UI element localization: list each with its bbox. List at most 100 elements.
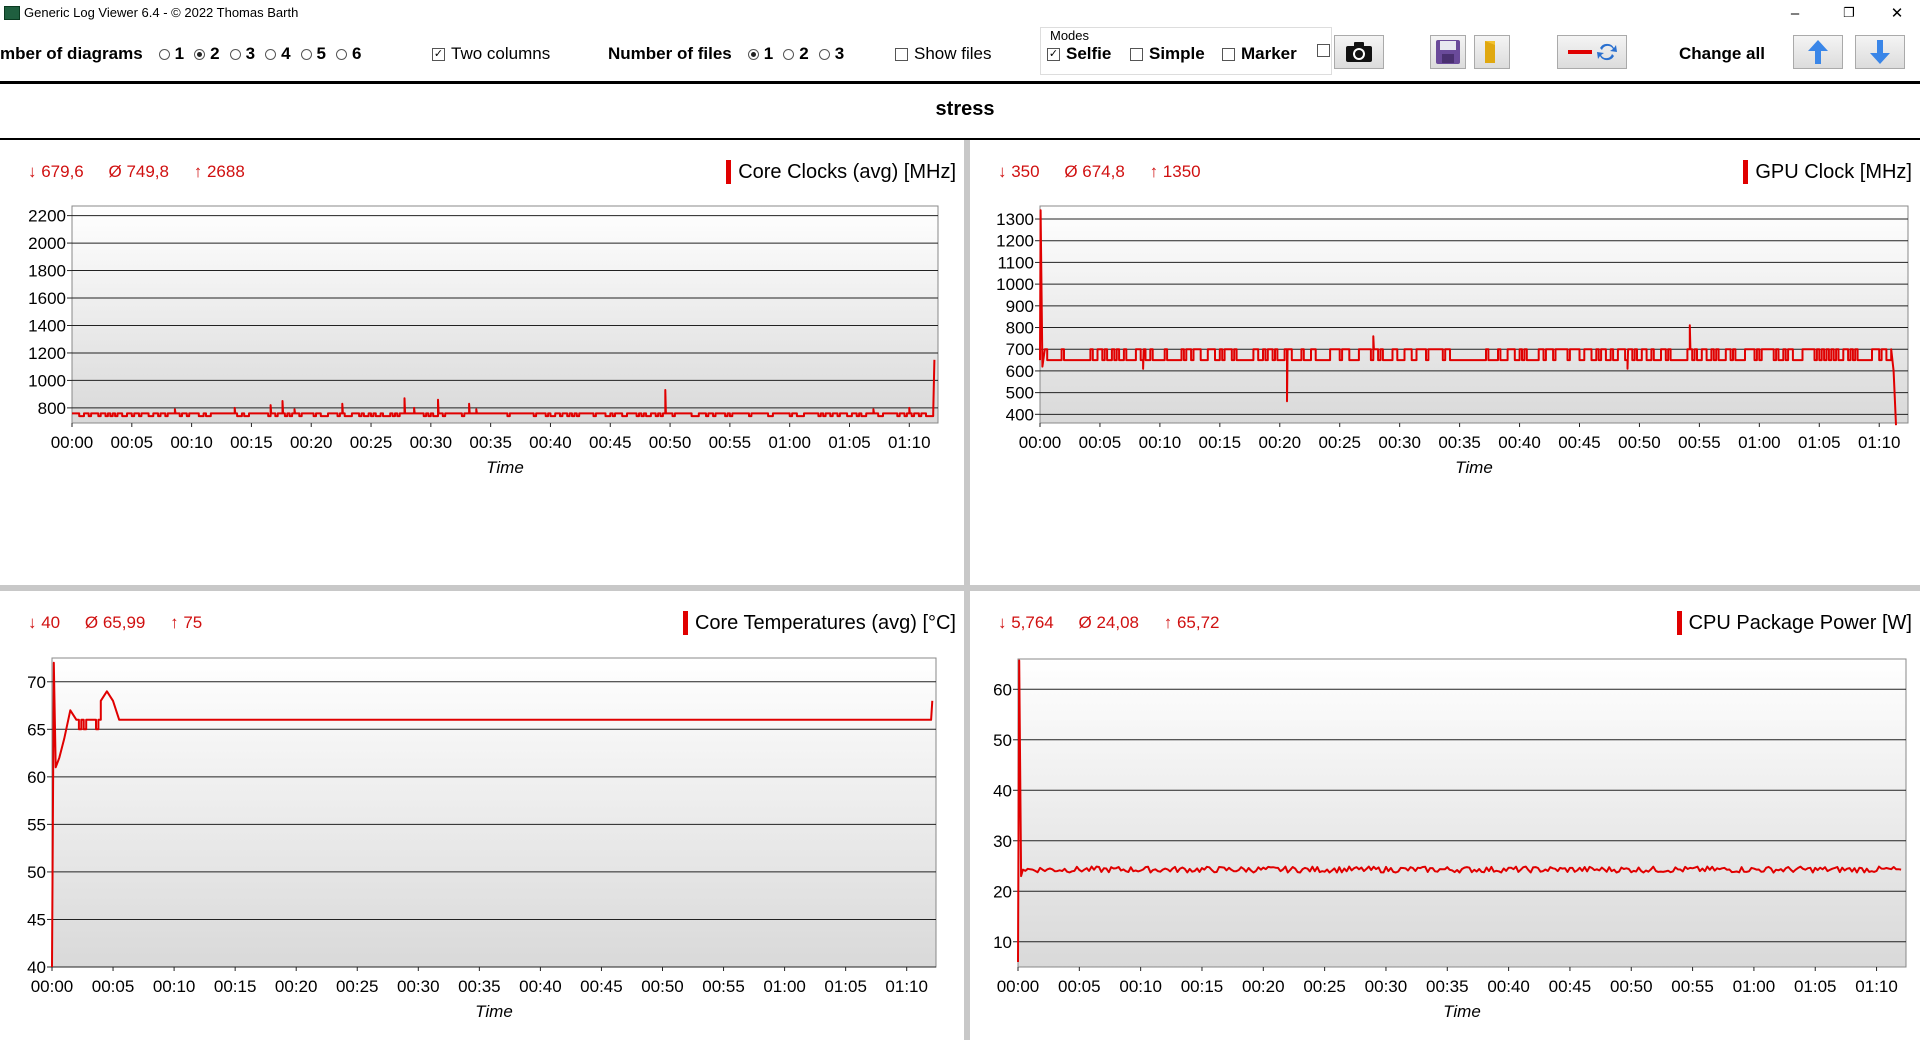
y-tick-label: 1200 [996,232,1034,251]
app-icon [4,6,20,20]
core-temperatures-chart[interactable]: 40 45 50 55 60 65 70 00:00 00:05 00:10 00:15 00:20 0… [0,591,964,1040]
diagram-count-radio-1[interactable] [158,48,170,60]
x-tick-label: 00:00 [997,977,1040,996]
y-tick-label: 1800 [28,262,66,281]
x-tick-label: 00:20 [1242,977,1285,996]
y-tick-label: 1000 [28,371,66,390]
two-columns-option[interactable]: ✓ Two columns [432,44,550,64]
selfie-checkbox[interactable]: ✓ [1047,47,1060,61]
diagram-count-radio-5[interactable] [300,48,312,60]
series-line [51,661,934,968]
minimize-button[interactable]: – [1790,4,1800,22]
x-tick-label: 00:25 [1303,977,1346,996]
x-tick-label: 01:05 [1794,977,1837,996]
simple-label: Simple [1149,44,1205,63]
line-swap-button[interactable] [1557,35,1627,69]
diagram-title[interactable]: CPU Package Power [W] [1676,611,1912,635]
extra-mode-option[interactable] [1317,44,1336,57]
simple-checkbox[interactable] [1130,47,1143,61]
x-tick-label: 00:00 [51,433,94,452]
y-tick-label: 10 [993,933,1012,952]
x-tick-label: 00:55 [709,433,752,452]
x-tick-label: 01:10 [1855,977,1898,996]
stat-avg: Ø 65,99 [84,613,146,632]
series-color-marker [726,160,732,184]
y-tick-label: 2000 [28,234,66,253]
x-axis-label: Time [475,1002,513,1021]
simple-option[interactable]: Simple [1130,44,1205,64]
x-axis-label: Time [1455,458,1493,477]
file-count-radio-label: 2 [799,44,809,63]
diagram-count-radio-6[interactable] [336,48,347,60]
close-button[interactable]: ✕ [1890,5,1904,22]
series-color-marker [682,611,688,635]
diagram-title[interactable]: Core Clocks (avg) [MHz] [726,160,956,184]
save-button[interactable] [1430,35,1466,69]
stat-min: ↓ 679,6 [28,162,84,181]
move-down-button[interactable] [1855,35,1905,69]
diagram-panel-cpu-package-power: ↓ 5,764 Ø 24,08 ↑ 65,72 CPU Package Powe… [970,591,1920,1040]
x-tick-label: 00:30 [1378,433,1421,452]
stats-row: ↓ 5,764 Ø 24,08 ↑ 65,72 [998,613,1240,633]
show-files-checkbox[interactable] [895,47,908,61]
x-tick-label: 01:00 [1733,977,1776,996]
x-tick-label: 00:30 [410,433,453,452]
x-tick-label: 00:30 [397,977,440,996]
stat-avg: Ø 24,08 [1078,613,1140,632]
diagram-title-text: GPU Clock [MHz] [1755,160,1912,183]
show-files-option[interactable]: Show files [895,44,991,64]
x-tick-label: 01:05 [1798,433,1841,452]
diagram-count-radio-3[interactable] [229,48,241,60]
core-clocks-chart[interactable]: 800 1000 1200 1400 1600 1800 2000 2200 00:00 00:0… [0,140,964,585]
diagram-title-text: CPU Package Power [W] [1688,611,1912,634]
diagram-count-radio-label: 6 [352,44,362,63]
plot-area [1039,205,1909,424]
x-tick-label: 01:00 [768,433,811,452]
stat-max: ↑ 65,72 [1163,613,1220,632]
file-count-radio-2[interactable] [783,48,795,60]
x-tick-label: 00:05 [111,433,154,452]
diagram-title[interactable]: Core Temperatures (avg) [°C] [682,611,956,635]
x-tick-label: 00:30 [1365,977,1408,996]
x-tick-label: 00:20 [275,977,318,996]
x-tick-label: 00:20 [290,433,333,452]
open-folder-button[interactable] [1474,35,1510,69]
x-tick-label: 00:45 [589,433,632,452]
y-tick-label: 1600 [28,289,66,308]
arrow-down-icon [1870,40,1890,64]
selfie-option[interactable]: ✓ Selfie [1047,44,1111,64]
screenshot-button[interactable] [1334,35,1384,69]
x-tick-label: 00:50 [649,433,692,452]
series-line [1039,209,1897,426]
move-up-button[interactable] [1793,35,1843,69]
y-tick-label: 1300 [996,210,1034,229]
diagram-count-radio-4[interactable] [265,48,277,60]
x-tick-label: 00:35 [469,433,512,452]
x-tick-label: 00:45 [1549,977,1592,996]
x-tick-label: 01:00 [1738,433,1781,452]
line-swap-icon [1568,43,1617,61]
diagram-title[interactable]: GPU Clock [MHz] [1743,160,1912,184]
x-tick-label: 00:35 [1426,977,1469,996]
gpu-clock-chart[interactable]: 400 500 600 700 800 900 1000 1100 1200 1300 00:00 0… [970,140,1920,585]
diagram-count-group: mber of diagrams 1 2 3 4 5 6 [0,44,361,64]
marker-checkbox[interactable] [1222,47,1235,61]
x-tick-label: 00:50 [1618,433,1661,452]
file-count-radio-1[interactable] [747,48,759,60]
marker-option[interactable]: Marker [1222,44,1297,64]
row-separator[interactable] [0,585,1920,591]
diagram-count-radio-label: 2 [210,44,220,63]
x-axis-label: Time [1443,1002,1481,1021]
cpu-package-power-chart[interactable]: 10 20 30 40 50 60 00:00 00:05 00:10 00:15 00:20 00:… [970,591,1920,1040]
toolbar-divider [0,81,1920,84]
x-tick-label: 00:20 [1259,433,1302,452]
x-tick-label: 01:05 [828,433,871,452]
series-line [72,359,936,418]
x-tick-label: 00:00 [1019,433,1062,452]
two-columns-checkbox[interactable]: ✓ [432,47,445,61]
file-count-radio-3[interactable] [818,48,830,60]
restore-button[interactable]: ❐ [1843,5,1855,20]
extra-mode-checkbox[interactable] [1317,44,1330,57]
diagram-count-radio-2[interactable] [194,48,206,60]
stats-row: ↓ 679,6 Ø 749,8 ↑ 2688 [28,162,265,182]
